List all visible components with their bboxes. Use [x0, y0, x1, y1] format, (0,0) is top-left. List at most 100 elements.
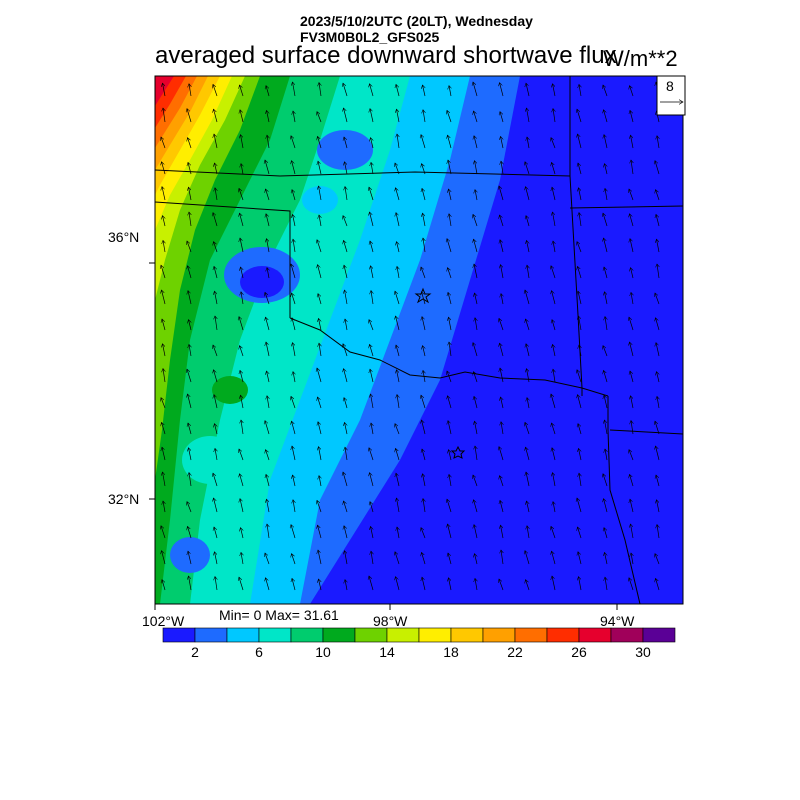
wind-vectors [161, 82, 660, 591]
wind-vector [527, 137, 529, 149]
wind-vector [292, 190, 296, 201]
wind-vector [369, 320, 374, 331]
wind-vector [631, 421, 633, 435]
wind-vector [501, 265, 504, 279]
colorbar-swatch [514, 627, 548, 643]
colorbar-label: 18 [443, 644, 459, 660]
wind-vector [605, 552, 608, 565]
wind-vector [421, 267, 426, 279]
wind-vector [499, 579, 504, 591]
min-max-stats: Min= 0 Max= 31.61 [219, 607, 339, 623]
wind-vector [344, 398, 348, 409]
wind-vector [525, 422, 530, 435]
wind-vector [527, 240, 530, 253]
wind-vector [577, 370, 582, 383]
wind-vector [188, 138, 192, 149]
wind-vector [267, 268, 269, 279]
wind-vector [449, 189, 452, 201]
wind-vector [604, 135, 608, 149]
wind-vector [291, 264, 296, 279]
wind-vector [163, 501, 165, 513]
wind-vector [448, 268, 452, 279]
wind-vector [473, 343, 478, 357]
wind-vector [423, 213, 426, 227]
wind-vector [447, 371, 452, 383]
wind-vector [397, 370, 400, 383]
wind-vector [448, 553, 452, 565]
wind-vector [214, 134, 218, 149]
wind-vector [293, 82, 296, 97]
wind-vector [319, 318, 322, 331]
colorbar-swatch [322, 627, 356, 643]
wind-vector [579, 345, 581, 357]
wind-vector [448, 135, 452, 149]
wind-vector [318, 525, 322, 539]
wind-vector [240, 499, 244, 513]
wind-vector [655, 161, 660, 175]
wind-vector [319, 343, 321, 357]
wind-vector [526, 319, 530, 331]
wind-vector [631, 160, 633, 175]
wind-vector [578, 163, 582, 175]
wind-vector [213, 213, 218, 227]
wind-vector [657, 396, 659, 409]
wind-vector [501, 136, 504, 149]
wind-vector [655, 421, 660, 435]
wind-vector [318, 422, 322, 435]
wind-vector [448, 524, 452, 539]
wind-vector [345, 187, 347, 201]
wind-vector [656, 318, 660, 331]
wind-vector [578, 395, 582, 409]
wind-vector [475, 446, 477, 461]
wind-vector [214, 266, 218, 279]
wind-vector [162, 162, 166, 175]
wind-vector [422, 317, 426, 331]
wind-vector [265, 553, 270, 565]
wind-vector [449, 317, 452, 331]
wind-vector [292, 446, 296, 461]
wind-vector [293, 214, 296, 227]
colorbar-label: 10 [315, 644, 331, 660]
wind-vector [345, 319, 347, 331]
city-star-dfw [450, 445, 466, 459]
wind-vector [370, 241, 374, 253]
wind-vector [371, 526, 374, 539]
wind-vector [318, 294, 322, 305]
wind-vector [267, 110, 270, 123]
shortwave-flux-field [155, 76, 683, 604]
colorbar-label: 6 [255, 644, 263, 660]
wind-vector [318, 550, 322, 565]
wind-vector [188, 526, 192, 539]
wind-vector [345, 447, 347, 461]
wind-vector [630, 239, 634, 253]
wind-vector [293, 343, 296, 357]
wind-vector [525, 162, 530, 175]
wind-vector [267, 135, 269, 149]
wind-vector [655, 554, 660, 565]
wind-vector [319, 83, 321, 97]
colorbar-label: 30 [635, 644, 651, 660]
wind-vector [474, 239, 478, 253]
wind-vector [267, 396, 269, 409]
wind-vector [239, 577, 244, 591]
wind-vector [656, 578, 660, 591]
wind-vector [213, 473, 218, 487]
wind-vector [240, 110, 244, 123]
wind-vector [215, 552, 218, 565]
wind-vector [292, 554, 296, 565]
wind-vector [475, 578, 477, 591]
colorbar-swatch [610, 627, 644, 643]
wind-vector [187, 109, 192, 123]
colorbar-swatch [290, 627, 324, 643]
wind-vector [553, 84, 556, 97]
wind-vector [499, 447, 504, 461]
wind-vector [629, 450, 634, 461]
wind-vector [501, 294, 503, 305]
wind-vector [188, 551, 192, 565]
wind-vector [267, 239, 270, 253]
wind-vector [526, 187, 530, 201]
wind-vector [318, 161, 322, 175]
wind-vector [603, 346, 608, 357]
wind-vector [241, 135, 244, 149]
colorbar-label: 2 [191, 644, 199, 660]
